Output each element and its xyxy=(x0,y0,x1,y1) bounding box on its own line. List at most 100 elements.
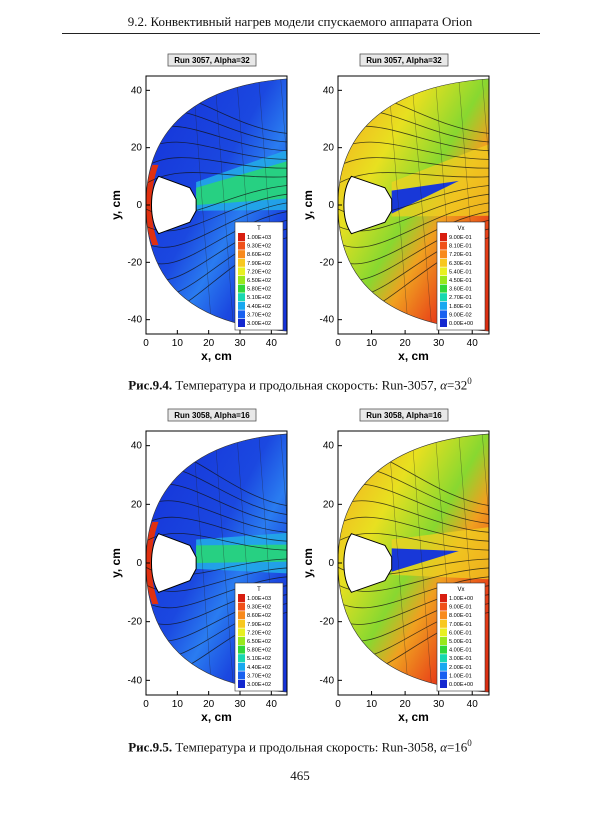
legend-value: 5.00E-01 xyxy=(449,639,472,645)
figure-9-5-caption: Рис.9.5. Температура и продольная скорос… xyxy=(0,738,600,755)
mesh-line xyxy=(482,433,489,693)
alpha-symbol: α xyxy=(440,739,447,755)
legend-value: 2.00E-01 xyxy=(449,665,472,671)
legend-value: 8.00E-01 xyxy=(449,613,472,619)
legend-swatch xyxy=(440,680,447,688)
legend-value: 7.20E+02 xyxy=(247,269,271,275)
legend-swatch xyxy=(440,293,447,302)
legend-swatch xyxy=(440,267,447,276)
y-tick-label: 0 xyxy=(136,200,142,211)
legend-value: 6.00E-01 xyxy=(449,630,472,636)
legend-swatch xyxy=(440,284,447,293)
legend-value: 3.00E+02 xyxy=(247,682,271,688)
x-tick-label: 30 xyxy=(433,338,445,349)
legend-value: 4.40E+02 xyxy=(247,665,271,671)
capsule-body xyxy=(150,175,197,235)
mesh-line xyxy=(411,433,433,693)
figure-9-4-velocity-plot: 0 10 20 30 40 40 20 0 -20 -40 x, cm y, cm Run 3057, … xyxy=(300,50,495,372)
wake-core xyxy=(196,161,287,205)
figure-9-4-temperature-plot: 0 10 20 30 40 40 20 0 -20 -40 x, cm y, cm Run 3057, … xyxy=(108,50,293,372)
legend-value: 3.60E-01 xyxy=(449,287,472,293)
streamline xyxy=(338,576,489,609)
plot-title-box xyxy=(359,408,449,422)
streamline xyxy=(338,516,489,542)
legend-swatch xyxy=(238,319,245,327)
wake-core xyxy=(196,544,287,563)
legend-swatch xyxy=(238,267,245,276)
legend-swatch xyxy=(238,258,245,267)
y-tick-label: 20 xyxy=(323,143,335,154)
x-tick-label: 10 xyxy=(172,699,184,710)
x-tick-label: 10 xyxy=(172,338,184,349)
legend-swatch xyxy=(440,671,447,680)
hot-stagnation-band xyxy=(146,521,159,605)
legend-swatch xyxy=(238,594,245,602)
legend-swatch xyxy=(238,602,245,611)
legend-swatch xyxy=(440,276,447,284)
x-tick-label: 40 xyxy=(467,338,479,349)
streamline xyxy=(146,516,287,542)
legend-value: 9.30E+02 xyxy=(247,244,271,250)
y-axis-label: y, cm xyxy=(109,190,123,220)
legend-value: 7.20E+02 xyxy=(247,630,271,636)
legend-value: 5.80E+02 xyxy=(247,648,271,654)
x-tick-label: 0 xyxy=(143,699,149,710)
legend-swatch xyxy=(440,301,447,310)
x-axis-label: x, cm xyxy=(398,710,429,724)
legend-value: 0.00E+00 xyxy=(449,321,473,327)
y-axis-label: y, cm xyxy=(109,548,123,578)
legend-value: 6.50E+02 xyxy=(247,278,271,284)
capsule-body xyxy=(343,533,393,593)
x-tick-label: 30 xyxy=(234,699,246,710)
legend-swatch xyxy=(440,258,447,267)
legend-value: 9.30E+02 xyxy=(247,605,271,611)
plot-svg: 0 10 20 30 40 40 20 0 -20 -40 x, cm y, cm Run 3057, … xyxy=(301,53,490,363)
legend-value: 8.60E+02 xyxy=(247,613,271,619)
legend-swatch xyxy=(238,241,245,250)
legend-value: 1.00E+00 xyxy=(449,596,473,602)
legend-value: 5.10E+02 xyxy=(247,656,271,662)
x-tick-label: 40 xyxy=(467,699,479,710)
plot-title: Run 3057, Alpha=32 xyxy=(366,56,442,65)
legend-swatch xyxy=(238,671,245,680)
mesh-line xyxy=(388,78,409,332)
degree-mark: 0 xyxy=(467,376,472,386)
y-tick-label: 40 xyxy=(323,85,335,96)
figure-9-5-velocity-plot: 0 10 20 30 40 40 20 0 -20 -40 x, cm y, cm Run 3058, … xyxy=(300,405,495,733)
figure-9-4-caption: Рис.9.4. Температура и продольная скорос… xyxy=(0,376,600,393)
streamline xyxy=(338,567,489,592)
legend-value: 1.00E+03 xyxy=(247,235,271,241)
y-axis-label: y, cm xyxy=(301,190,315,220)
legend-value: 6.30E-01 xyxy=(449,261,472,267)
mesh-line xyxy=(280,78,287,332)
legend-swatch xyxy=(440,654,447,663)
streamline xyxy=(146,567,287,592)
streamline xyxy=(338,172,489,189)
legend-value: 7.90E+02 xyxy=(247,261,271,267)
recirculation-zone xyxy=(391,548,459,572)
legend-swatch xyxy=(238,611,245,620)
x-tick-label: 20 xyxy=(400,699,412,710)
x-tick-label: 30 xyxy=(234,338,246,349)
legend-title: T xyxy=(257,226,261,232)
legend-value: 9.00E-01 xyxy=(449,605,472,611)
legend-value: 3.70E+02 xyxy=(247,673,271,679)
legend-value: 7.20E-01 xyxy=(449,252,472,258)
legend-title: T xyxy=(257,587,261,593)
legend-value: 5.80E+02 xyxy=(247,287,271,293)
x-tick-label: 0 xyxy=(335,699,341,710)
y-tick-label: 40 xyxy=(323,441,335,452)
legend-swatch xyxy=(440,310,447,319)
figure-9-5-temperature-plot: 0 10 20 30 40 40 20 0 -20 -40 x, cm y, cm Run 3058, … xyxy=(108,405,293,733)
plot-title-box xyxy=(359,53,449,67)
streamline xyxy=(338,533,489,551)
legend-swatch xyxy=(238,628,245,637)
legend-value: 6.50E+02 xyxy=(247,639,271,645)
legend-value: 9.00E-01 xyxy=(449,235,472,241)
legend-swatch xyxy=(440,619,447,628)
legend-value: 3.00E+02 xyxy=(247,321,271,327)
y-tick-label: -20 xyxy=(128,257,143,268)
x-axis-label: x, cm xyxy=(201,710,232,724)
x-tick-label: 10 xyxy=(366,338,378,349)
